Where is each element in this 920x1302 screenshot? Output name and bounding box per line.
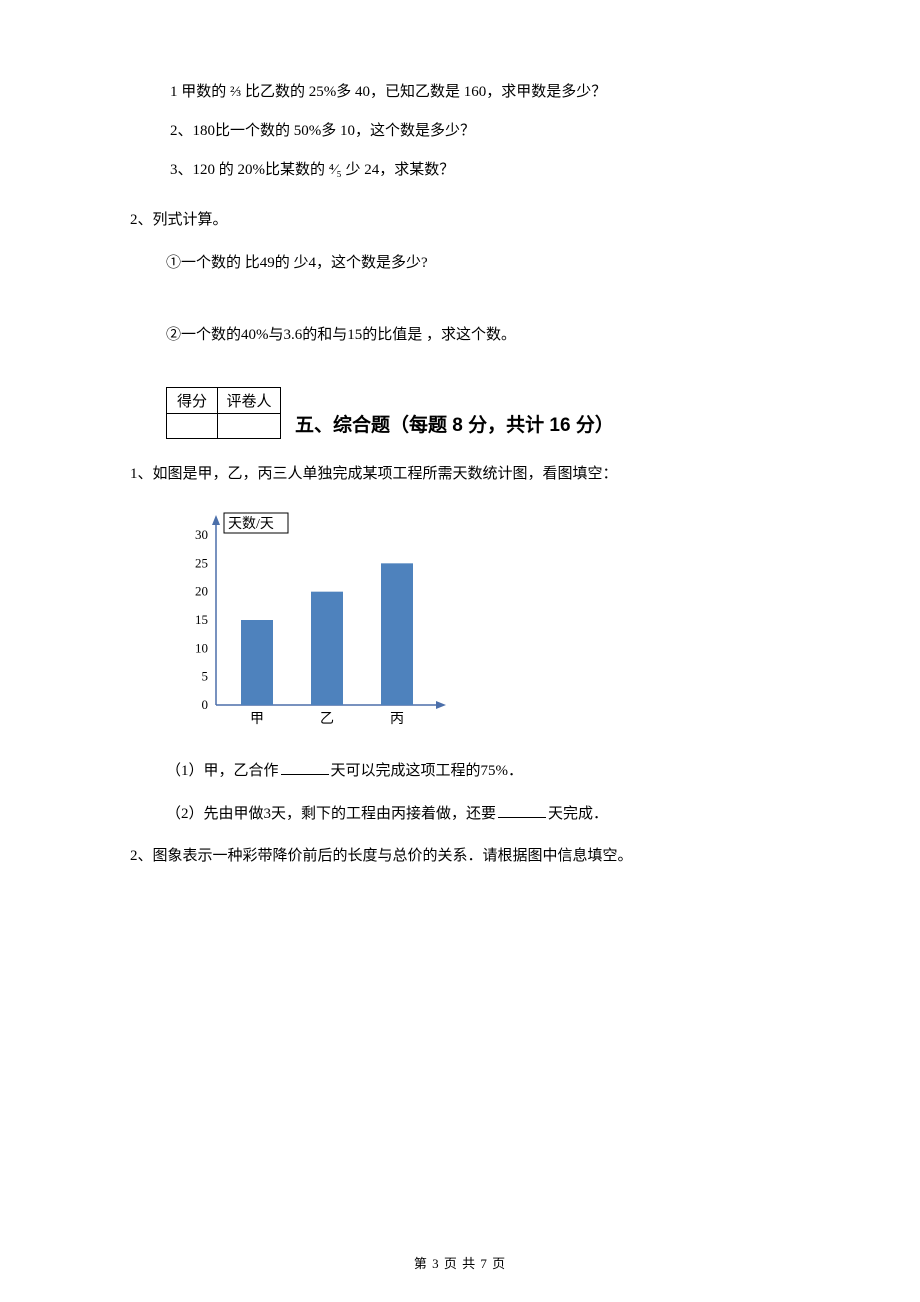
problem-3-image: 3、120 的 20%比某数的 ⁴⁄₅ 少 24，求某数？ [170,158,790,179]
svg-text:0: 0 [202,697,209,712]
svg-text:30: 30 [195,527,208,542]
q5-1-sub1-a: （1）甲，乙合作 [166,763,279,779]
bar-chart: 0 5 10 15 20 25 30 天数/天甲 乙 丙 [172,505,790,740]
q2-sub-b: ②一个数的40%与3.6的和与15的比值是 ，求这个数。 [166,324,790,347]
section-5-header: 得分 评卷人 五、综合题（每题 8 分，共计 16 分） [166,387,790,439]
problem-2-image: 2、180比一个数的 50%多 10，这个数是多少？ [170,119,790,140]
problem-1-text: 1 甲数的 ⅔ 比乙数的 25%多 40，已知乙数是 160，求甲数是多少？ [170,84,606,100]
q5-1-stem: 1、如图是甲，乙，丙三人单独完成某项工程所需天数统计图，看图填空： [130,463,790,486]
svg-text:5: 5 [202,669,209,684]
page-footer: 第 3 页 共 7 页 [0,1253,920,1272]
q5-1-sub2-b: 天完成． [548,806,608,822]
section-5-title: 五、综合题（每题 8 分，共计 16 分） [295,410,614,439]
blank-1 [281,760,329,775]
q5-1-sub1-b: 天可以完成这项工程的75%． [331,763,524,779]
svg-text:丙: 丙 [390,712,404,727]
score-table-blank-2 [218,413,281,438]
problem-2-text: 2、180比一个数的 50%多 10，这个数是多少？ [170,123,475,139]
blank-2 [498,803,546,818]
q5-1-sub1: （1）甲，乙合作 天可以完成这项工程的75%． [166,760,790,783]
score-table: 得分 评卷人 [166,387,281,439]
score-table-blank-1 [167,413,218,438]
score-table-h2: 评卷人 [218,387,281,413]
q2-stem: 2、列式计算。 [130,209,790,232]
svg-text:天数/天: 天数/天 [228,516,274,532]
svg-text:15: 15 [195,612,208,627]
bar-chart-svg: 0 5 10 15 20 25 30 天数/天甲 乙 丙 [172,505,452,735]
q5-1-sub2: （2）先由甲做3天，剩下的工程由丙接着做，还要 天完成． [166,803,790,826]
q2-sub-a: ①一个数的 比49的 少4，这个数是多少? [166,252,790,275]
problem-3-text: 3、120 的 20%比某数的 ⁴⁄₅ 少 24，求某数？ [170,162,454,178]
svg-text:20: 20 [195,584,208,599]
svg-text:甲: 甲 [250,712,264,727]
problem-1-image: 1 甲数的 ⅔ 比乙数的 25%多 40，已知乙数是 160，求甲数是多少？ [170,80,790,101]
svg-text:10: 10 [195,640,208,655]
q5-2-stem: 2、图象表示一种彩带降价前后的长度与总价的关系．请根据图中信息填空。 [130,845,790,868]
score-table-h1: 得分 [167,387,218,413]
svg-text:25: 25 [195,555,208,570]
svg-text:乙: 乙 [320,711,334,727]
q5-1-sub2-a: （2）先由甲做3天，剩下的工程由丙接着做，还要 [166,806,496,822]
